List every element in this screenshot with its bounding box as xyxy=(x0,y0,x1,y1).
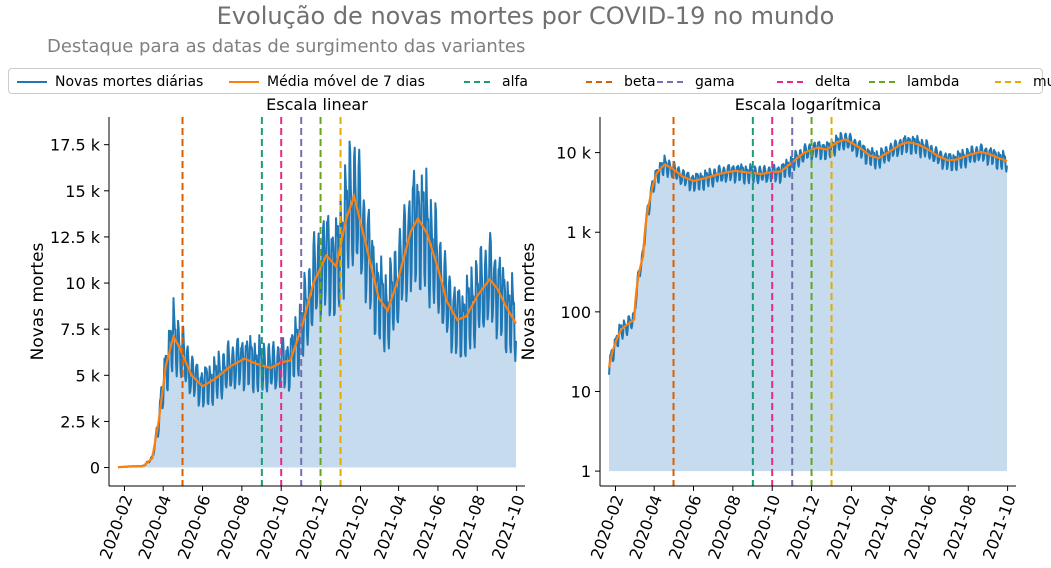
x-tick-label: 2021-02 xyxy=(823,492,864,561)
panel-title: Escala linear xyxy=(266,95,368,114)
panel-title: Escala logarítmica xyxy=(735,95,882,114)
legend-swatch xyxy=(17,81,47,83)
legend-label: Novas mortes diárias xyxy=(55,74,204,90)
y-axis-label: Novas mortes xyxy=(28,242,48,360)
y-tick-label: 0 xyxy=(90,459,100,478)
y-tick-label: 10 k xyxy=(65,274,100,293)
legend-swatch xyxy=(229,81,259,83)
legend-swatch xyxy=(869,81,899,83)
x-tick-label: 2021-08 xyxy=(449,492,490,561)
x-tick-label: 2020-06 xyxy=(174,492,215,561)
legend-item-mu: mu xyxy=(995,73,1051,91)
legend: Novas mortes diárias Média móvel de 7 dia… xyxy=(8,68,1051,94)
legend-item-m-dia-m-vel-de-7-dias: Média móvel de 7 dias xyxy=(229,73,425,91)
legend-label: gama xyxy=(695,74,735,90)
x-tick-label: 2021-06 xyxy=(409,492,450,561)
legend-label: Média móvel de 7 dias xyxy=(267,74,425,90)
chart-title: Evolução de novas mortes por COVID-19 no… xyxy=(216,2,835,30)
legend-item-gama: gama xyxy=(657,73,735,91)
x-tick-label: 2021-02 xyxy=(332,492,373,561)
x-tick-label: 2021-04 xyxy=(370,492,411,561)
x-tick-label: 2021-06 xyxy=(900,492,941,561)
x-tick-label: 2021-10 xyxy=(488,492,529,561)
y-tick-label: 10 xyxy=(571,382,591,401)
y-tick-label: 17.5 k xyxy=(50,136,101,155)
y-tick-label: 100 xyxy=(560,303,591,322)
x-tick-label: 2020-06 xyxy=(665,492,706,561)
chart-panel-2: 1 10 100 1 k 10 k 2020-022020-042020-062020-0… xyxy=(519,95,1020,562)
y-axis-label: Novas mortes xyxy=(519,242,539,360)
legend-swatch xyxy=(586,81,616,83)
legend-item-novas-mortes-di-rias: Novas mortes diárias xyxy=(17,73,203,91)
x-tick-label: 2021-04 xyxy=(861,492,902,561)
legend-label: delta xyxy=(815,74,851,90)
legend-item-delta: delta xyxy=(777,73,850,91)
x-tick-label: 2020-02 xyxy=(587,492,628,561)
moving-average-line xyxy=(607,138,1008,368)
x-tick-label: 2020-12 xyxy=(292,492,333,561)
legend-item-beta: beta xyxy=(586,73,656,91)
y-tick-label: 2.5 k xyxy=(60,412,101,431)
legend-swatch xyxy=(657,81,687,83)
x-tick-label: 2020-04 xyxy=(134,492,175,561)
y-tick-label: 5 k xyxy=(75,366,100,385)
daily-deaths-line xyxy=(117,140,517,469)
legend-swatch xyxy=(995,81,1025,83)
y-tick-label: 7.5 k xyxy=(60,320,101,339)
legend-label: beta xyxy=(624,74,656,90)
legend-label: mu xyxy=(1033,74,1051,90)
daily-deaths-line xyxy=(608,131,1008,375)
chart-panel-1: 0 2.5 k 5 k 7.5 k 10 k 12.5 k 15 k 17.5 k 2020-0… xyxy=(28,95,529,562)
legend-item-lambda: lambda xyxy=(869,73,959,91)
x-tick-label: 2020-08 xyxy=(704,492,745,561)
x-tick-label: 2020-02 xyxy=(96,492,137,561)
legend-label: alfa xyxy=(502,74,528,90)
x-tick-label: 2020-10 xyxy=(252,492,293,561)
y-tick-label: 1 xyxy=(581,462,591,481)
x-tick-label: 2020-12 xyxy=(783,492,824,561)
y-tick-label: 10 k xyxy=(556,144,591,163)
moving-average-line xyxy=(117,192,517,469)
daily-fill-area xyxy=(609,132,1007,472)
y-tick-label: 12.5 k xyxy=(50,228,101,247)
legend-swatch xyxy=(464,81,494,83)
x-tick-label: 2021-08 xyxy=(940,492,981,561)
legend-label: lambda xyxy=(907,74,960,90)
x-tick-label: 2020-08 xyxy=(213,492,254,561)
y-tick-label: 15 k xyxy=(65,182,100,201)
chart-subtitle: Destaque para as datas de surgimento das… xyxy=(47,36,526,57)
x-tick-label: 2020-04 xyxy=(625,492,666,561)
x-tick-label: 2020-10 xyxy=(743,492,784,561)
legend-item-alfa: alfa xyxy=(464,73,528,91)
legend-swatch xyxy=(777,81,807,83)
x-tick-label: 2021-10 xyxy=(979,492,1020,561)
y-tick-label: 1 k xyxy=(566,223,591,242)
